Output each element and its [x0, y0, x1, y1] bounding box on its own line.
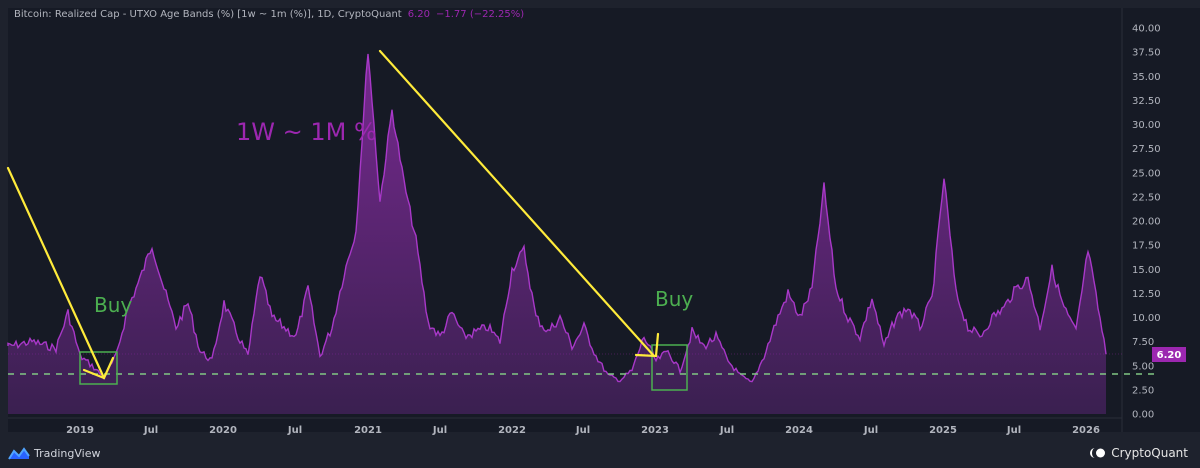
chart-legend-title[interactable]: Bitcoin: Realized Cap - UTXO Age Bands (…	[14, 9, 524, 20]
x-tick-label: 2022	[498, 425, 526, 436]
x-tick-label: Jul	[863, 425, 878, 436]
y-tick-label: 10.00	[1132, 313, 1161, 324]
y-tick-label: 7.50	[1132, 337, 1154, 348]
area-series	[7, 53, 1107, 414]
tradingview-logo[interactable]: TradingView	[8, 446, 100, 460]
buy-label-2023: Buy	[655, 287, 693, 311]
x-tick-label: 2021	[354, 425, 382, 436]
tradingview-cloud-icon	[8, 447, 30, 460]
arrow-2021-to-2023[interactable]	[378, 49, 660, 358]
y-tick-label: 20.00	[1132, 217, 1161, 228]
y-tick-label: 37.50	[1132, 48, 1161, 59]
x-tick-label: 2025	[929, 425, 957, 436]
series-annotation-label: 1W ~ 1M %	[236, 118, 377, 146]
arrow-2018-to-2019[interactable]	[6, 166, 115, 380]
x-tick-label: Jul	[1006, 425, 1021, 436]
y-tick-label: 32.50	[1132, 96, 1161, 107]
y-tick-label: 27.50	[1132, 144, 1161, 155]
time-axis[interactable]: 2019 Jul 2020 Jul 2021 Jul 2022 Jul 2023 Jul 2024 J…	[8, 417, 1122, 436]
last-value: 6.20	[407, 9, 430, 20]
x-tick-label: Jul	[432, 425, 447, 436]
x-tick-label: 2020	[209, 425, 237, 436]
cryptoquant-mark-icon	[1090, 448, 1106, 458]
y-tick-label: 35.00	[1132, 72, 1161, 83]
x-tick-label: Jul	[287, 425, 302, 436]
buy-label-2019: Buy	[94, 293, 132, 317]
y-tick-label: 0.00	[1132, 410, 1154, 421]
x-tick-label: 2019	[66, 425, 94, 436]
x-tick-label: Jul	[143, 425, 158, 436]
y-tick-label: 15.00	[1132, 265, 1161, 276]
x-tick-label: Jul	[575, 425, 590, 436]
y-tick-label: 12.50	[1132, 289, 1161, 300]
cryptoquant-logo[interactable]: CryptoQuant	[1090, 446, 1188, 460]
price-axis[interactable]: 0.00 2.50 5.00 7.50 10.00 12.50 15.00 17.50 20.0…	[1121, 8, 1200, 432]
y-tick-label: 40.00	[1132, 24, 1161, 35]
last-value-price-label: 6.20	[1152, 347, 1186, 362]
indicator-title: Bitcoin: Realized Cap - UTXO Age Bands (…	[14, 9, 402, 20]
x-tick-label: 2023	[641, 425, 669, 436]
y-tick-label: 2.50	[1132, 385, 1154, 396]
buy-zone-box-2019[interactable]	[79, 351, 118, 385]
y-tick-label: 30.00	[1132, 120, 1161, 131]
x-tick-label: Jul	[719, 425, 734, 436]
svg-text:6.20: 6.20	[1157, 350, 1182, 361]
tradingview-label: TradingView	[34, 446, 101, 460]
y-tick-label: 5.00	[1132, 361, 1154, 372]
y-tick-label: 17.50	[1132, 241, 1161, 252]
x-tick-label: 2026	[1072, 425, 1100, 436]
y-tick-label: 22.50	[1132, 192, 1161, 203]
x-tick-label: 2024	[785, 425, 813, 436]
buy-zone-box-2023[interactable]	[651, 344, 688, 391]
cryptoquant-label: CryptoQuant	[1111, 446, 1188, 460]
change-value: −1.77 (−22.25%)	[436, 9, 525, 20]
y-tick-label: 25.00	[1132, 168, 1161, 179]
